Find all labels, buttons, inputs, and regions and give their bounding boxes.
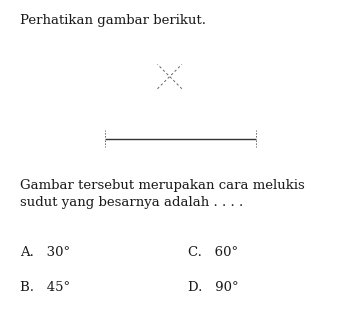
Text: D.   90°: D. 90° — [188, 281, 238, 294]
Text: A.   30°: A. 30° — [20, 246, 70, 259]
Text: Perhatikan gambar berikut.: Perhatikan gambar berikut. — [20, 14, 206, 27]
Text: Gambar tersebut merupakan cara melukis
sudut yang besarnya adalah . . . .: Gambar tersebut merupakan cara melukis s… — [20, 179, 305, 209]
Text: C.   60°: C. 60° — [188, 246, 238, 259]
Text: B.   45°: B. 45° — [20, 281, 70, 294]
